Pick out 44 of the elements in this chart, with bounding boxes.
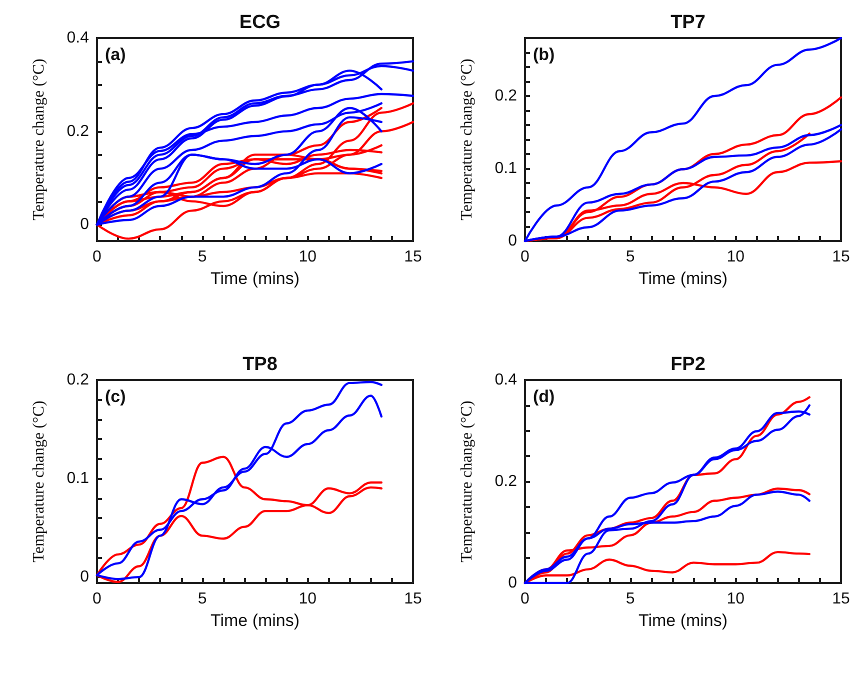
y-tick-label: 0.2 bbox=[66, 372, 90, 388]
y-tick-label: 0.2 bbox=[66, 122, 90, 140]
x-tick-label: 5 bbox=[626, 248, 635, 266]
x-tick-label: 15 bbox=[832, 590, 850, 608]
annotation: (a) bbox=[105, 45, 126, 64]
x-tick-label: 10 bbox=[726, 590, 745, 608]
x-tick-label: 0 bbox=[92, 248, 102, 266]
x-tick-label: 5 bbox=[198, 590, 207, 608]
y-tick-label: 0 bbox=[508, 574, 518, 592]
annotation: (b) bbox=[533, 45, 555, 64]
y-tick-label: 0.1 bbox=[66, 470, 90, 488]
chart-title: TP8 bbox=[242, 354, 278, 375]
x-axis-title: Time (mins) bbox=[210, 268, 300, 288]
x-tick-label: 5 bbox=[626, 590, 635, 608]
y-axis-title: Temperature change (°C) bbox=[30, 400, 48, 562]
y-axis-title: Temperature change (°C) bbox=[30, 58, 48, 220]
chart-title: ECG bbox=[239, 12, 281, 33]
x-axis-title: Time (mins) bbox=[638, 610, 728, 630]
x-tick-label: 0 bbox=[92, 590, 102, 608]
x-tick-label: 10 bbox=[298, 248, 317, 266]
x-tick-label: 10 bbox=[298, 590, 317, 608]
y-tick-label: 0.4 bbox=[494, 372, 518, 388]
chart-title: TP7 bbox=[670, 12, 706, 33]
y-tick-label: 0.2 bbox=[494, 473, 518, 490]
y-tick-label: 0.1 bbox=[494, 160, 518, 177]
x-tick-label: 0 bbox=[520, 248, 530, 266]
x-tick-label: 15 bbox=[832, 248, 850, 266]
x-axis-title: Time (mins) bbox=[638, 268, 728, 288]
y-tick-label: 0 bbox=[508, 232, 518, 250]
y-tick-label: 0.4 bbox=[66, 30, 90, 46]
y-tick-label: 0.2 bbox=[494, 88, 518, 104]
x-tick-label: 0 bbox=[520, 590, 530, 608]
chart-title: FP2 bbox=[670, 354, 706, 375]
y-axis-title: Temperature change (°C) bbox=[458, 58, 476, 220]
x-axis-title: Time (mins) bbox=[210, 610, 300, 630]
x-tick-label: 10 bbox=[726, 248, 745, 266]
y-tick-label: 0 bbox=[80, 568, 90, 586]
x-tick-label: 5 bbox=[198, 248, 207, 266]
annotation: (c) bbox=[105, 387, 126, 406]
y-tick-label: 0 bbox=[80, 216, 90, 234]
x-tick-label: 15 bbox=[404, 590, 422, 608]
x-tick-label: 15 bbox=[404, 248, 422, 266]
y-axis-title: Temperature change (°C) bbox=[458, 400, 476, 562]
annotation: (d) bbox=[533, 387, 555, 406]
